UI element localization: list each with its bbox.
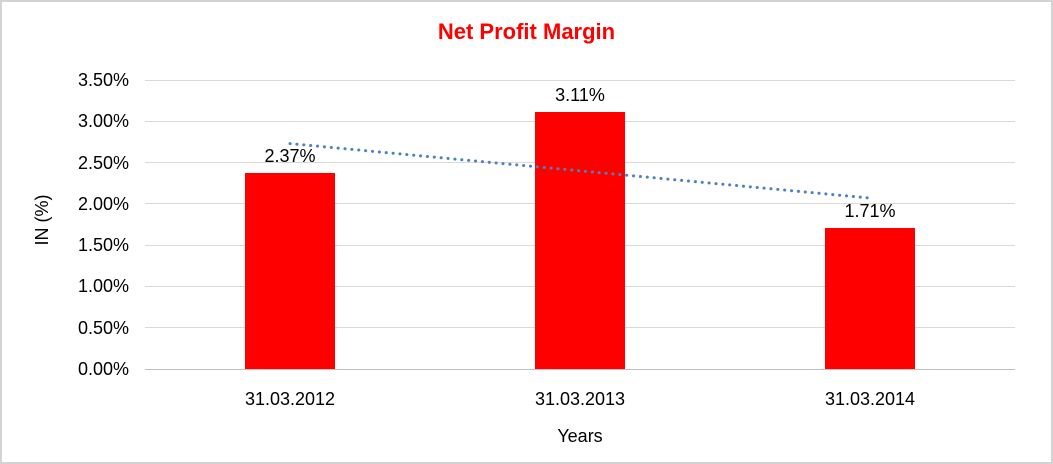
gridline: [145, 79, 1015, 81]
y-tick-label: 1.00%: [77, 276, 129, 297]
x-axis-title: Years: [557, 426, 603, 446]
y-tick-label: 2.50%: [77, 152, 129, 173]
y-tick-label: 3.00%: [77, 111, 129, 132]
gridline: [145, 368, 1015, 370]
bar-value-label: 2.37%: [264, 146, 316, 167]
x-tick-label: 31.03.2013: [534, 389, 626, 409]
x-tick-label: 31.03.2012: [244, 389, 336, 409]
y-tick-label: 0.50%: [77, 317, 129, 338]
y-tick-label: 2.00%: [77, 193, 129, 214]
y-tick-label: 0.00%: [77, 359, 129, 379]
bar: [535, 112, 625, 369]
x-tick-label: 31.03.2014: [824, 389, 916, 409]
bar: [825, 227, 915, 369]
bar: [245, 173, 335, 369]
chart-title: Net Profit Margin: [437, 19, 616, 44]
y-tick-label: 3.50%: [77, 70, 129, 90]
bar-value-label: 1.71%: [844, 200, 896, 221]
bar-value-label: 3.11%: [555, 85, 605, 106]
y-tick-label: 1.50%: [77, 235, 129, 256]
